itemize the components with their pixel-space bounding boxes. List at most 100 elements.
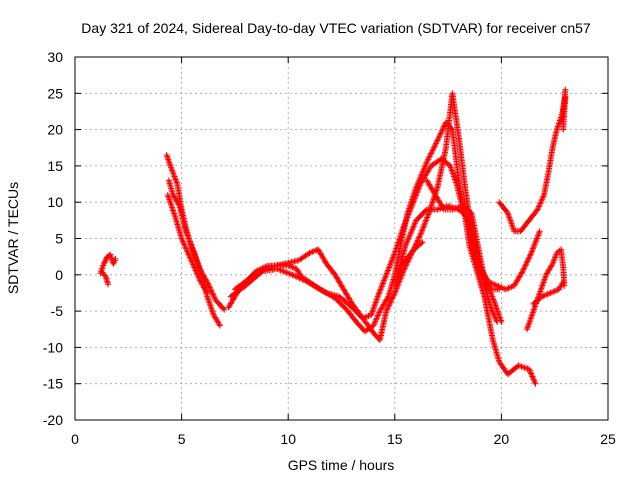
data-point	[185, 234, 192, 241]
data-point	[510, 225, 517, 232]
data-point	[182, 228, 189, 235]
data-point	[540, 193, 547, 200]
data-point	[207, 304, 214, 311]
data-point	[405, 235, 412, 242]
data-point	[559, 280, 566, 287]
data-point	[166, 198, 173, 205]
data-point	[429, 199, 436, 206]
data-point	[415, 185, 422, 192]
data-point	[528, 314, 535, 321]
data-point	[371, 302, 378, 309]
data-point	[402, 242, 409, 249]
data-point	[425, 211, 432, 218]
series-trace-o	[530, 279, 567, 307]
data-point	[448, 167, 455, 174]
data-point	[322, 289, 329, 296]
data-point	[105, 281, 112, 288]
data-point	[277, 267, 284, 274]
data-point	[537, 200, 544, 207]
data-point	[392, 287, 399, 294]
data-point	[524, 257, 531, 264]
data-point	[534, 206, 541, 213]
data-point	[395, 238, 402, 245]
data-point	[548, 262, 555, 269]
data-point	[393, 245, 400, 252]
data-point	[526, 320, 533, 327]
data-point	[290, 264, 297, 271]
data-point	[385, 302, 392, 309]
data-point	[546, 290, 553, 297]
data-point	[182, 244, 189, 251]
data-point	[427, 152, 434, 159]
data-point	[399, 269, 406, 276]
data-point	[529, 373, 536, 380]
data-point	[417, 230, 424, 237]
data-point	[530, 376, 537, 383]
data-point	[528, 248, 535, 255]
data-point	[170, 207, 177, 214]
data-point	[307, 249, 314, 256]
data-point	[204, 289, 211, 296]
y-tick-label: 25	[47, 85, 63, 101]
data-point	[541, 292, 548, 299]
data-point	[419, 239, 426, 246]
data-point	[171, 212, 178, 219]
data-point	[488, 280, 495, 287]
data-point	[528, 371, 535, 378]
data-point	[473, 255, 480, 262]
data-point	[425, 210, 432, 217]
data-point	[399, 271, 406, 278]
data-point	[186, 236, 193, 243]
data-point	[394, 241, 401, 248]
data-point	[423, 215, 430, 222]
data-point	[216, 321, 223, 328]
data-point	[191, 264, 198, 271]
data-point	[526, 252, 533, 259]
data-point	[529, 247, 536, 254]
series-trace-h	[231, 90, 501, 344]
data-point	[378, 283, 385, 290]
data-point	[554, 123, 561, 130]
data-point	[413, 189, 420, 196]
y-tick-label: -5	[51, 303, 64, 319]
data-point	[293, 273, 300, 280]
data-point	[519, 268, 526, 275]
data-point	[538, 197, 545, 204]
data-point	[424, 214, 431, 221]
data-point	[537, 199, 544, 206]
data-point	[376, 289, 383, 296]
data-point	[536, 202, 543, 209]
data-point	[221, 306, 228, 313]
series-trace-l	[496, 86, 569, 235]
data-point	[416, 233, 423, 240]
data-point	[406, 210, 413, 217]
data-point	[377, 286, 384, 293]
data-point	[507, 217, 514, 224]
data-point	[375, 292, 382, 299]
data-point	[386, 264, 393, 271]
data-point	[391, 291, 398, 298]
y-axis-label: SDTVAR / TECUs	[5, 182, 21, 294]
data-point	[506, 216, 513, 223]
data-point	[383, 308, 390, 315]
data-point	[188, 242, 195, 249]
data-point	[102, 256, 109, 263]
data-point	[529, 245, 536, 252]
data-point	[435, 136, 442, 143]
data-point	[373, 316, 380, 323]
data-point	[528, 250, 535, 257]
data-point	[189, 260, 196, 267]
data-point	[405, 211, 412, 218]
data-point	[527, 317, 534, 324]
data-point	[216, 322, 223, 329]
data-point	[509, 222, 516, 229]
data-point	[429, 147, 436, 154]
data-point	[411, 197, 418, 204]
data-point	[423, 159, 430, 166]
data-point	[409, 226, 416, 233]
data-point	[521, 364, 528, 371]
data-point	[386, 301, 393, 308]
data-point	[502, 286, 509, 293]
data-point	[419, 227, 426, 234]
data-point	[187, 241, 194, 248]
